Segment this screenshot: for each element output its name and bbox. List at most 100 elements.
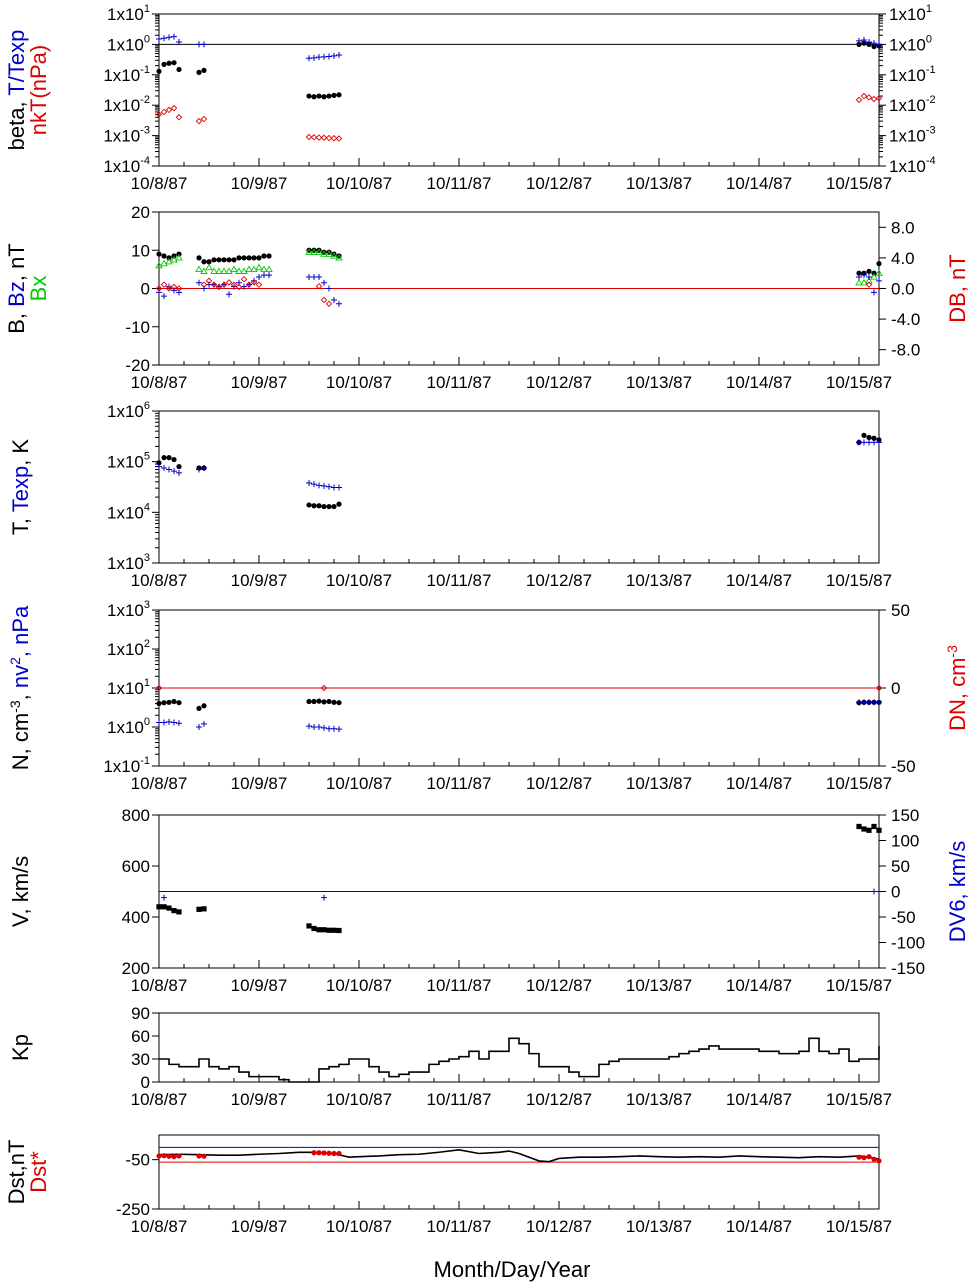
data-point: [160, 281, 168, 288]
x-tick-label: 10/9/87: [231, 976, 288, 995]
data-point: [251, 277, 257, 284]
data-point: [331, 92, 337, 99]
x-tick-label: 10/12/87: [526, 571, 592, 590]
data-point: [166, 455, 172, 461]
y-tick-label: 1x102: [107, 638, 150, 659]
panel-n: 1x103 1x102 1x101 1x100 1x10-1 50 0 -50 DN, cm-3…: [7, 599, 970, 793]
data-point: [156, 1153, 162, 1159]
x-tick-label: 10/9/87: [231, 774, 288, 793]
y-axis-title: Bx: [26, 276, 51, 302]
x-tick-label: 10/9/87: [231, 174, 288, 193]
data-point: [326, 93, 332, 99]
data-point: [336, 700, 342, 706]
y-tick-label-right: 1x10-4: [889, 155, 936, 176]
data-point: [336, 1150, 342, 1157]
data-point: [231, 283, 237, 290]
data-point: [320, 684, 328, 692]
data-point: [320, 250, 328, 257]
data-point: [175, 253, 183, 261]
data-point: [225, 279, 233, 286]
data-point: [861, 432, 867, 438]
data-point: [156, 904, 162, 910]
panel-beta: 1x101 1x101 1x100 1x100 1x10-1 1x10-1 1x10-2 1x…: [4, 3, 936, 193]
x-tick-label: 10/10/87: [326, 1217, 392, 1236]
y-tick-label: 1x104: [107, 501, 150, 522]
y-tick-label-right: -150: [891, 959, 925, 978]
y-axis-title: Dst*: [26, 1151, 51, 1193]
data-point: [335, 135, 343, 142]
data-point: [870, 95, 878, 103]
x-tick-label: 10/11/87: [427, 1217, 492, 1236]
y-tick-label-right: 100: [891, 832, 919, 851]
data-point: [171, 1154, 177, 1160]
data-point: [156, 36, 162, 43]
plot-frame: [158, 13, 880, 167]
data-point: [875, 94, 883, 102]
series-1: [156, 33, 882, 62]
data-point: [165, 106, 173, 114]
x-tick-label: 10/14/87: [726, 774, 792, 793]
data-point: [330, 134, 338, 142]
x-tick-label: 10/8/87: [131, 174, 188, 193]
data-point: [321, 724, 327, 731]
data-point: [201, 259, 207, 265]
data-point: [176, 720, 182, 727]
right-axis-title: DB, nT: [945, 254, 970, 322]
data-point: [205, 277, 213, 285]
data-point: [865, 281, 873, 288]
y-tick-label-right: -50: [891, 908, 916, 927]
y-tick-label-right: -4.0: [891, 310, 920, 329]
data-point: [316, 274, 322, 281]
data-point: [321, 483, 327, 490]
data-point: [326, 1150, 332, 1156]
series-0: [156, 698, 882, 711]
data-point: [166, 1153, 172, 1159]
data-point: [156, 460, 162, 466]
data-point: [155, 285, 163, 292]
y-tick-label: 1x101: [107, 3, 150, 24]
x-tick-label: 10/14/87: [726, 1090, 792, 1109]
data-point: [156, 700, 162, 707]
y-tick-label-right: -50: [891, 757, 916, 776]
y-tick-label: 10: [131, 241, 150, 260]
y-tick-label: 20: [131, 203, 150, 222]
y-tick-label: 800: [122, 806, 150, 825]
data-point: [161, 455, 167, 461]
y-tick-label: 0: [141, 1073, 150, 1092]
y-tick-label-right: 1x101: [889, 3, 932, 24]
data-point: [306, 93, 312, 99]
data-point: [871, 435, 877, 441]
data-point: [171, 287, 177, 294]
data-point: [316, 927, 322, 933]
data-point: [166, 60, 172, 66]
panels: 1x101 1x101 1x100 1x100 1x10-1 1x10-1 1x10-2 1x…: [4, 3, 970, 1236]
data-point: [876, 439, 882, 446]
data-point: [326, 698, 332, 705]
x-tick-label: 10/13/87: [626, 373, 692, 392]
data-point: [311, 54, 317, 61]
y-axis-title: B, Bz, nT: [4, 243, 29, 334]
data-point: [326, 53, 332, 60]
data-point: [160, 259, 168, 267]
y-tick-label: -10: [125, 318, 150, 337]
data-point: [876, 277, 882, 284]
data-point: [870, 273, 878, 280]
data-point: [201, 41, 207, 48]
panel-v: 800 600 400 200 150 100 50 0 -50 -100 -150 DV6, km/…: [8, 806, 970, 995]
y-tick-label-right: -8.0: [891, 341, 920, 360]
panel-b: 20 10 0 -10 -20 8.0 4.0 0.0 -4.0 -8.0 DB, nT B, Bz,…: [4, 203, 970, 392]
y-tick-label: 1x10-4: [103, 155, 150, 176]
data-point: [861, 40, 867, 46]
x-tick-label: 10/10/87: [326, 174, 392, 193]
data-point: [255, 263, 263, 271]
data-point: [176, 700, 182, 706]
data-point: [226, 291, 232, 298]
data-point: [866, 274, 872, 281]
y-tick-label: 60: [131, 1027, 150, 1046]
y-tick-label-right: -100: [891, 934, 925, 953]
x-tick-label: 10/11/87: [427, 774, 492, 793]
y-tick-label: 1x10-1: [103, 755, 150, 776]
data-point: [876, 1158, 882, 1164]
data-point: [176, 1153, 182, 1159]
